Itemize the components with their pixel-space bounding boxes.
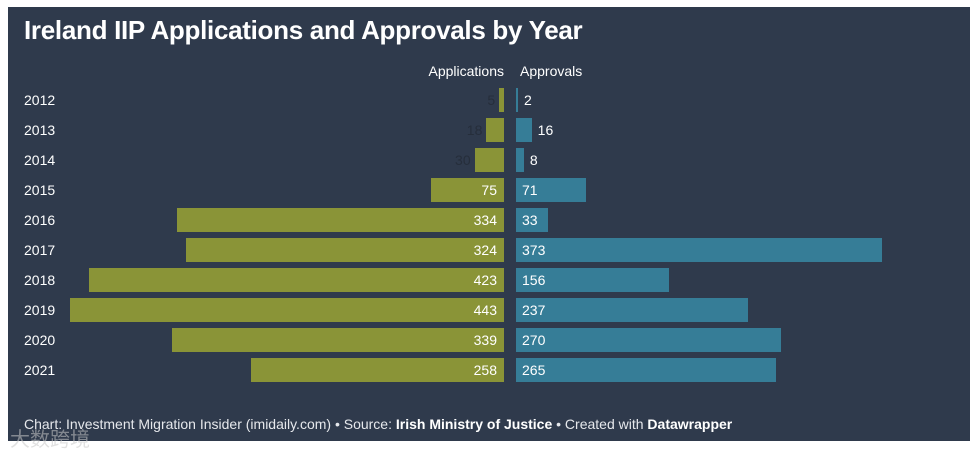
approvals-bar [516, 148, 524, 172]
watermark: 大数跨境 [10, 429, 90, 451]
applications-value: 258 [473, 362, 497, 378]
year-label: 2012 [24, 92, 56, 108]
applications-value: 75 [481, 182, 497, 198]
approvals-bar [516, 298, 749, 322]
approvals-value: 373 [522, 242, 546, 258]
year-label: 2017 [24, 242, 56, 258]
applications-bar [486, 118, 504, 142]
year-label: 2013 [24, 122, 56, 138]
approvals-value: 156 [522, 272, 546, 288]
applications-value: 324 [473, 242, 497, 258]
applications-bar [186, 238, 504, 262]
year-label: 2018 [24, 272, 56, 288]
applications-value: 339 [473, 332, 497, 348]
approvals-value: 2 [524, 92, 532, 108]
approvals-bar [516, 208, 549, 232]
column-header-approvals: Approvals [520, 63, 583, 79]
applications-value: 334 [473, 212, 497, 228]
year-label: 2019 [24, 302, 56, 318]
applications-value: 443 [473, 302, 497, 318]
year-label: 2016 [24, 212, 56, 228]
applications-bar [176, 208, 504, 232]
chart-rows: 2012 5 2 2013 18 16 2014 30 8 2015 75 71 2016 334 33 20… [8, 7, 970, 441]
applications-bar [69, 298, 504, 322]
approvals-bar [516, 118, 532, 142]
approvals-value: 16 [537, 122, 554, 138]
footer-credit: Chart: Investment Migration Insider (imi… [24, 416, 396, 432]
approvals-value: 8 [529, 152, 538, 168]
chart-panel: Ireland IIP Applications and Approvals b… [8, 7, 970, 441]
applications-bar [499, 88, 504, 112]
chart-footer: Chart: Investment Migration Insider (imi… [24, 416, 732, 432]
applications-bar [474, 148, 504, 172]
approvals-value: 270 [522, 332, 546, 348]
footer-middle: • Created with [552, 416, 648, 432]
applications-value: 30 [455, 152, 471, 168]
applications-value: 423 [473, 272, 497, 288]
applications-value: 5 [487, 92, 496, 108]
applications-bar [430, 178, 504, 202]
year-label: 2015 [24, 182, 56, 198]
applications-bar [251, 358, 504, 382]
footer-tool[interactable]: Datawrapper [647, 416, 733, 432]
approvals-bar [516, 178, 586, 202]
approvals-bar [516, 328, 781, 352]
footer-source[interactable]: Irish Ministry of Justice [395, 416, 553, 432]
approvals-bar [516, 88, 518, 112]
year-label: 2020 [24, 332, 56, 348]
approvals-bar [516, 358, 776, 382]
approvals-bar [516, 238, 882, 262]
applications-bar [89, 268, 504, 292]
applications-value: 18 [466, 122, 483, 138]
approvals-bar [516, 268, 669, 292]
chart-title: Ireland IIP Applications and Approvals b… [24, 15, 583, 45]
approvals-value: 33 [522, 212, 538, 228]
applications-bar [171, 328, 504, 352]
approvals-value: 71 [522, 182, 538, 198]
year-label: 2014 [24, 152, 56, 168]
approvals-value: 265 [522, 362, 546, 378]
year-label: 2021 [24, 362, 56, 378]
approvals-value: 237 [522, 302, 546, 318]
column-header-applications: Applications [428, 63, 505, 79]
